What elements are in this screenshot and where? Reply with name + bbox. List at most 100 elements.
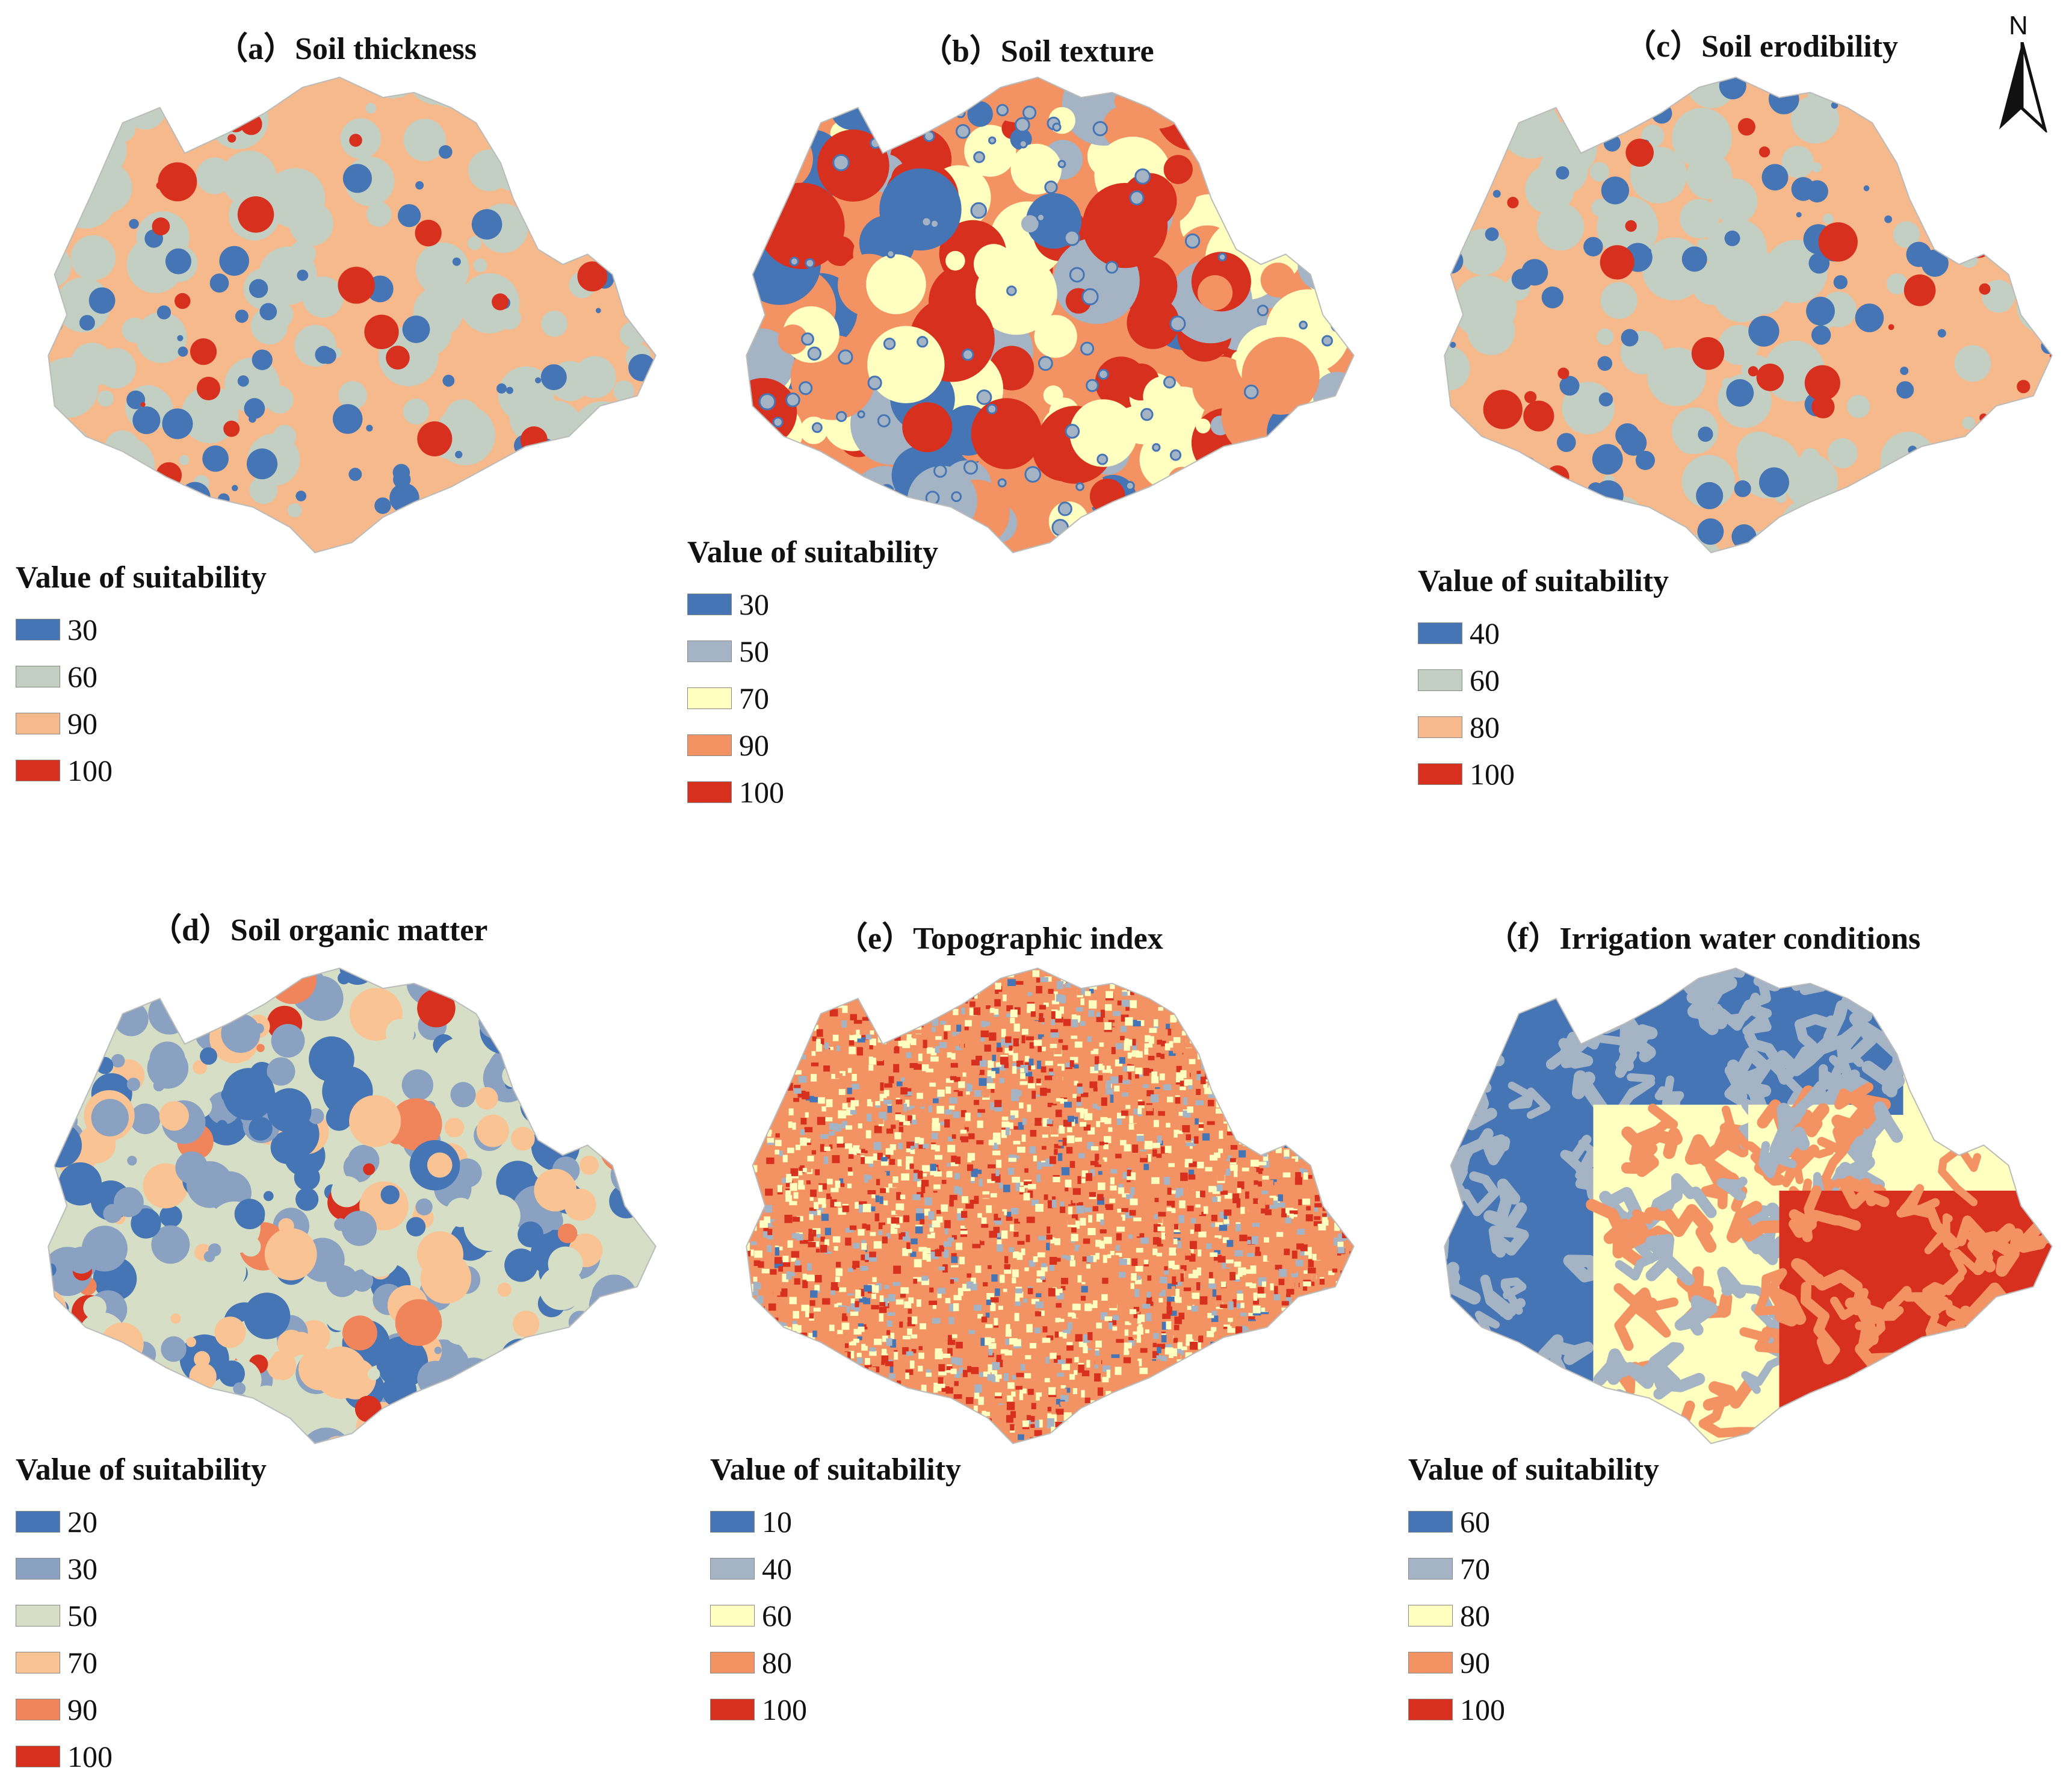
map-b-soil-texture (740, 72, 1360, 578)
legend-label: 60 (1470, 663, 1500, 698)
map-f-irrigation-water-conditions (1438, 963, 2058, 1469)
legend-title: Value of suitability (1408, 1452, 1659, 1487)
legend-item: 100 (16, 1733, 267, 1780)
legend-title: Value of suitability (710, 1452, 961, 1487)
legend-item: 90 (16, 700, 267, 747)
map-e-topographic-index (740, 963, 1360, 1469)
legend-item: 70 (687, 675, 938, 722)
legend-swatch (1408, 1699, 1453, 1720)
panel-b-title: （b）Soil texture (921, 25, 1154, 70)
legend-swatch (1408, 1558, 1453, 1580)
panel-d-title: （d）Soil organic matter (150, 904, 487, 949)
legend-swatch (687, 640, 732, 662)
legend-label: 90 (739, 728, 769, 763)
legend-label: 60 (1460, 1504, 1490, 1539)
legend-label: 10 (762, 1504, 792, 1539)
legend-label: 80 (762, 1645, 792, 1680)
legend-label: 80 (1470, 710, 1500, 745)
panel-f-title: （f）Irrigation water conditions (1486, 913, 1920, 958)
legend-swatch (687, 594, 732, 615)
legend-label: 100 (1460, 1692, 1505, 1727)
legend-label: 70 (1460, 1551, 1490, 1586)
legend-swatch (710, 1511, 755, 1533)
legend-item: 40 (710, 1545, 961, 1592)
legend-item: 50 (16, 1592, 267, 1639)
legend-swatch (1418, 716, 1462, 738)
legend-label: 50 (739, 634, 769, 669)
legend-item: 30 (687, 581, 938, 628)
legend-swatch (687, 734, 732, 756)
legend-item: 60 (16, 653, 267, 700)
legend-item: 70 (16, 1639, 267, 1686)
legend-item: 100 (687, 769, 938, 816)
legend-swatch (16, 1652, 60, 1673)
legend-swatch (16, 1699, 60, 1720)
panel-e-title: （e）Topographic index (837, 913, 1163, 958)
legend-item: 100 (1418, 751, 1669, 798)
legend-swatch (1418, 669, 1462, 691)
legend-label: 100 (1470, 757, 1515, 792)
legend-swatch (1408, 1605, 1453, 1626)
north-arrow-label: N (2009, 11, 2028, 41)
legend-item: 60 (1408, 1498, 1659, 1545)
legend-swatch (710, 1652, 755, 1673)
legend-item: 90 (1408, 1639, 1659, 1686)
panel-c-title: （c）Soil erodibility (1625, 20, 1898, 66)
map-c-soil-erodibility (1438, 72, 2058, 578)
legend-item: 30 (16, 1545, 267, 1592)
legend-swatch (1408, 1511, 1453, 1533)
legend-label: 20 (67, 1504, 97, 1539)
legend-item: 10 (710, 1498, 961, 1545)
legend-label: 40 (1470, 616, 1500, 651)
legend-swatch (16, 1746, 60, 1767)
legend-title: Value of suitability (687, 535, 938, 570)
map-a-soil-thickness (42, 72, 662, 578)
legend-swatch (710, 1699, 755, 1720)
legend-swatch (1418, 622, 1462, 644)
legend-item: 40 (1418, 610, 1669, 657)
legend-swatch (16, 1558, 60, 1580)
legend-label: 30 (739, 587, 769, 622)
legend-swatch (1418, 763, 1462, 785)
legend-label: 100 (67, 1739, 113, 1774)
panel-a-title: （a）Soil thickness (217, 23, 477, 68)
map-d-soil-organic-matter (42, 963, 662, 1469)
legend-label: 80 (1460, 1598, 1490, 1633)
legend-swatch (16, 1605, 60, 1626)
legend-label: 70 (739, 681, 769, 716)
legend-label: 90 (67, 706, 97, 741)
legend-item: 60 (1418, 657, 1669, 704)
legend-label: 60 (67, 659, 97, 694)
legend-swatch (687, 687, 732, 709)
legend-label: 50 (67, 1598, 97, 1633)
legend-label: 90 (1460, 1645, 1490, 1680)
legend-f: Value of suitability 60 70 80 90 100 (1408, 1452, 1659, 1733)
legend-label: 30 (67, 612, 97, 647)
legend-swatch (16, 1511, 60, 1533)
legend-swatch (16, 713, 60, 734)
legend-e: Value of suitability 10 40 60 80 100 (710, 1452, 961, 1733)
legend-item: 60 (710, 1592, 961, 1639)
legend-item: 100 (16, 747, 267, 794)
legend-item: 30 (16, 606, 267, 653)
legend-label: 60 (762, 1598, 792, 1633)
legend-swatch (1408, 1652, 1453, 1673)
legend-item: 80 (1418, 704, 1669, 751)
legend-item: 80 (710, 1639, 961, 1686)
legend-swatch (710, 1558, 755, 1580)
legend-swatch (16, 760, 60, 781)
legend-item: 100 (1408, 1686, 1659, 1733)
legend-label: 40 (762, 1551, 792, 1586)
legend-label: 100 (67, 753, 113, 788)
legend-swatch (687, 781, 732, 803)
legend-item: 80 (1408, 1592, 1659, 1639)
legend-item: 50 (687, 628, 938, 675)
legend-item: 100 (710, 1686, 961, 1733)
legend-swatch (16, 619, 60, 640)
legend-label: 30 (67, 1551, 97, 1586)
legend-label: 100 (762, 1692, 807, 1727)
legend-label: 100 (739, 775, 784, 810)
